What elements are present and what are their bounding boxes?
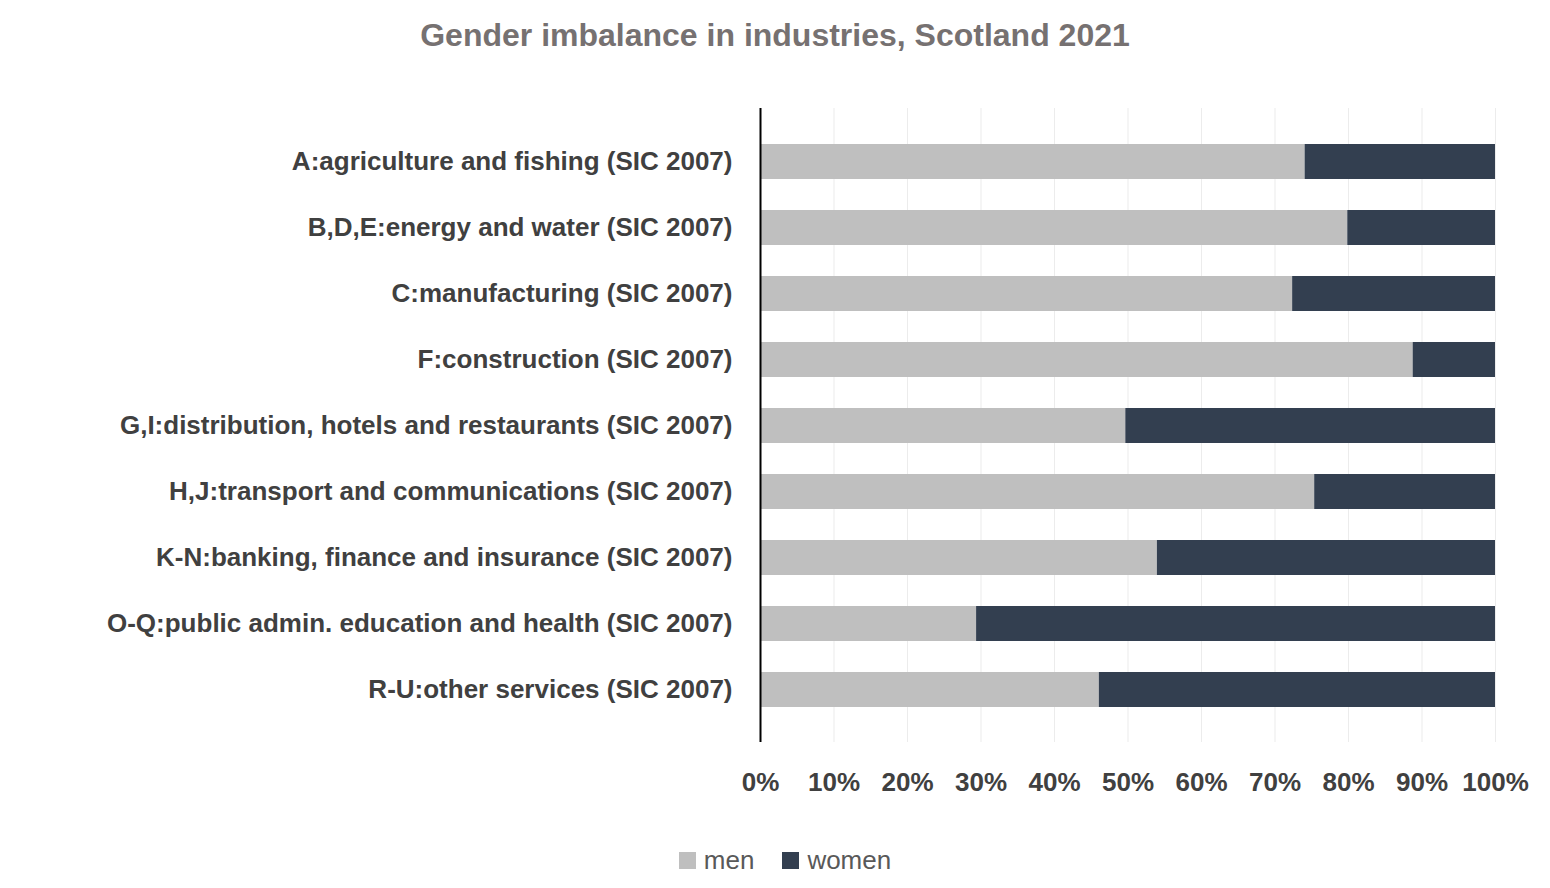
svg-text:60%: 60% (1175, 767, 1227, 797)
svg-text:C:manufacturing (SIC 2007): C:manufacturing (SIC 2007) (392, 278, 733, 308)
svg-text:F:construction (SIC 2007): F:construction (SIC 2007) (418, 344, 733, 374)
svg-text:H,J:transport and communicatio: H,J:transport and communications (SIC 20… (169, 476, 732, 506)
svg-text:10%: 10% (808, 767, 860, 797)
svg-text:R-U:other services (SIC 2007): R-U:other services (SIC 2007) (368, 674, 732, 704)
svg-text:50%: 50% (1102, 767, 1154, 797)
svg-text:90%: 90% (1396, 767, 1448, 797)
svg-text:80%: 80% (1322, 767, 1374, 797)
svg-text:A:agriculture and fishing (SIC: A:agriculture and fishing (SIC 2007) (292, 146, 733, 176)
svg-text:G,I:distribution, hotels and r: G,I:distribution, hotels and restaurants… (120, 410, 733, 440)
svg-text:20%: 20% (881, 767, 933, 797)
svg-text:100%: 100% (1462, 767, 1529, 797)
svg-text:0%: 0% (742, 767, 780, 797)
html-text:men: men (703, 844, 755, 875)
svg-text:40%: 40% (1028, 767, 1080, 797)
svg-text:30%: 30% (955, 767, 1007, 797)
svg-text:B,D,E:energy and water (SIC 20: B,D,E:energy and water (SIC 2007) (308, 212, 733, 242)
html-text:Gender imbalance in industries: Gender imbalance in industries, Scotland… (420, 17, 1130, 53)
svg-text:70%: 70% (1249, 767, 1301, 797)
svg-text:K-N:banking, finance and insur: K-N:banking, finance and insurance (SIC … (156, 542, 732, 572)
html-text:women: women (807, 844, 892, 875)
svg-text:O-Q:public admin. education an: O-Q:public admin. education and health (… (107, 608, 733, 638)
